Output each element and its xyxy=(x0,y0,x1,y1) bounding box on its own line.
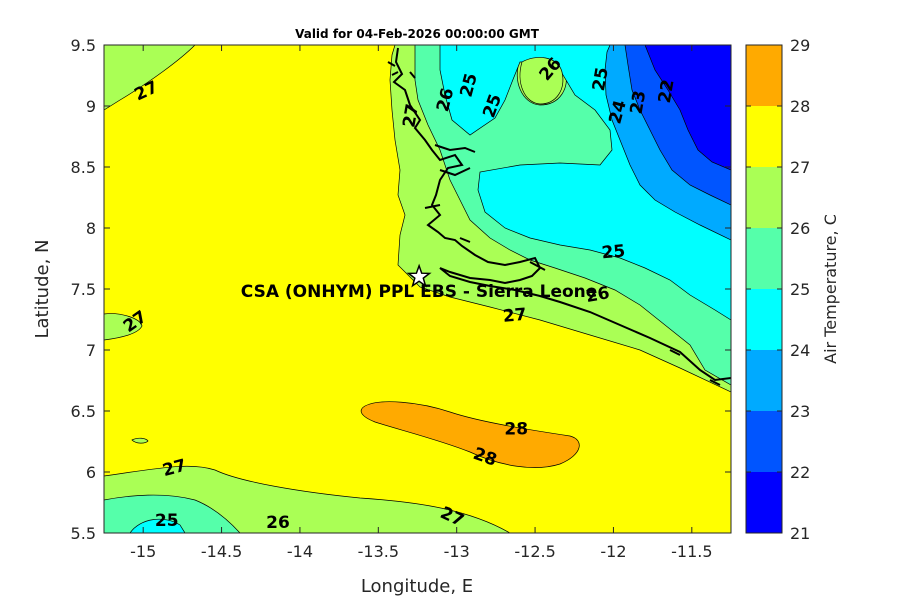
colorbar-segment xyxy=(746,411,782,472)
x-axis-label: Longitude, E xyxy=(361,576,473,597)
colorbar-segment xyxy=(746,45,782,106)
colorbar-segment xyxy=(746,106,782,167)
y-tick-label: 9 xyxy=(86,97,96,116)
y-tick-label: 7.5 xyxy=(71,280,96,299)
band-below-21 xyxy=(644,45,731,171)
colorbar-tick-label: 22 xyxy=(790,463,810,482)
contour-label: 26 xyxy=(584,283,611,307)
colorbar-tick-label: 26 xyxy=(790,219,810,238)
colorbar-tick-label: 29 xyxy=(790,36,810,55)
x-tick-label: -13.5 xyxy=(358,542,399,561)
colorbar-tick-label: 23 xyxy=(790,402,810,421)
contour-label: 23 xyxy=(627,89,651,116)
star-icon xyxy=(406,263,432,288)
x-tick-label: -11.5 xyxy=(671,542,712,561)
band-27-28-west-small xyxy=(131,437,149,444)
site-label: CSA (ONHYM) PPL EBS - Sierra Leone xyxy=(241,282,598,302)
y-tick-label: 8.5 xyxy=(71,158,96,177)
contour-label: 28 xyxy=(504,419,528,439)
y-tick-label: 6.5 xyxy=(71,402,96,421)
colorbar-segment xyxy=(746,350,782,411)
contour-label: 22 xyxy=(655,78,679,105)
colorbar-segment xyxy=(746,167,782,228)
contour-label: 25 xyxy=(155,511,179,531)
temperature-field xyxy=(104,45,731,533)
y-tick-label: 9.5 xyxy=(71,36,96,55)
colorbar-tick-label: 28 xyxy=(790,97,810,116)
colorbar-segment xyxy=(746,228,782,289)
colorbar-segment xyxy=(746,472,782,533)
colorbar: 21 22 23 24 25 26 27 28 29 xyxy=(745,36,810,543)
band-27-28-patch xyxy=(360,401,580,468)
x-tick-label: -12.5 xyxy=(514,542,555,561)
colorbar-tick-label: 27 xyxy=(790,158,810,177)
y-tick-label: 7 xyxy=(86,341,96,360)
colorbar-label: Air Temperature, C xyxy=(821,214,840,364)
x-tick-label: -14.5 xyxy=(201,542,242,561)
contour-label: 27 xyxy=(399,102,423,129)
x-axis: -15 -14.5 -14 -13.5 -13 -12.5 -12 -11.5 xyxy=(130,45,713,561)
site-marker: CSA (ONHYM) PPL EBS - Sierra Leone xyxy=(241,263,598,302)
x-tick-label: -15 xyxy=(130,542,156,561)
band-25-26-patch-b xyxy=(519,57,564,105)
coastline xyxy=(387,47,731,386)
x-tick-label: -12 xyxy=(600,542,626,561)
contour-label: 26 xyxy=(266,513,290,533)
contour-label: 27 xyxy=(502,305,527,327)
chart-title: Valid for 04-Feb-2026 00:00:00 GMT xyxy=(295,27,540,41)
contour-label: 25 xyxy=(601,241,626,263)
x-tick-label: -13 xyxy=(444,542,470,561)
y-tick-label: 8 xyxy=(86,219,96,238)
band-25-26-west-mid xyxy=(104,313,143,341)
colorbar-segment xyxy=(746,289,782,350)
y-tick-label: 6 xyxy=(86,463,96,482)
band-23-24-south xyxy=(129,518,186,533)
colorbar-tick-label: 21 xyxy=(790,524,810,543)
band-25-26-west-north xyxy=(104,45,196,111)
y-tick-label: 5.5 xyxy=(71,524,96,543)
colorbar-tick-label: 24 xyxy=(790,341,810,360)
y-axis-label: Latitude, N xyxy=(32,240,53,339)
x-tick-label: -14 xyxy=(287,542,313,561)
y-axis: 5.5 6 6.5 7 7.5 8 8.5 9 9.5 xyxy=(71,36,731,543)
band-24-25-south xyxy=(104,494,241,533)
colorbar-tick-label: 25 xyxy=(790,280,810,299)
contour-label: 25 xyxy=(589,66,613,93)
